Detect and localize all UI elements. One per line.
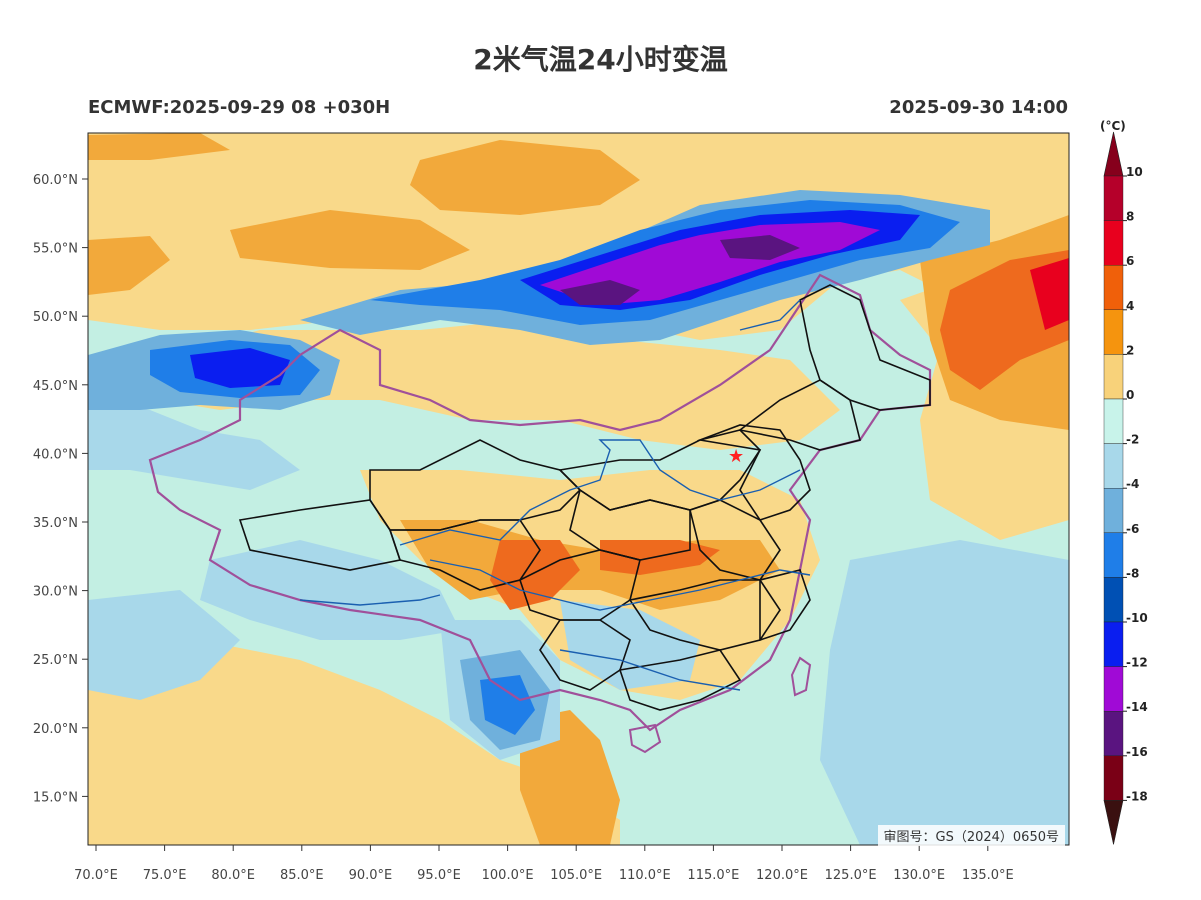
legend-tick-label: -2 (1126, 433, 1139, 447)
legend-top-arrow (1103, 131, 1124, 177)
warm-strong-core (1030, 258, 1069, 330)
legend-swatch (1103, 354, 1124, 400)
cold-extreme-core-2 (720, 235, 800, 260)
legend-swatch (1103, 398, 1124, 444)
lat-tick-label: 15.0°N (33, 790, 78, 805)
lon-tick-label: 90.0°E (349, 868, 393, 883)
lon-tick-label: 125.0°E (825, 868, 877, 883)
lon-tick-label: 95.0°E (417, 868, 461, 883)
legend-swatch (1103, 711, 1124, 757)
legend-bottom-arrow (1103, 800, 1124, 845)
cold-extreme-north (540, 222, 880, 305)
warm-mid-patch-4 (88, 236, 170, 295)
valid-time-label: 2025-09-30 14:00 (889, 97, 1068, 118)
lat-tick-label: 40.0°N (33, 447, 78, 462)
chart-title: 2米气温24小时变温 (473, 43, 728, 76)
lon-tick-label: 85.0°E (280, 868, 324, 883)
map-approval-number: 审图号：GS（2024）0650号 (877, 825, 1065, 846)
legend-tick-label: -12 (1126, 656, 1148, 670)
warm-strong-sichuan (490, 540, 580, 610)
legend-tick-label: -14 (1126, 700, 1148, 714)
legend-tick-label: 4 (1126, 299, 1134, 313)
lat-tick-label: 55.0°N (33, 242, 78, 257)
legend-tick-label: -18 (1126, 789, 1148, 803)
legend-tick-label: 2 (1126, 343, 1134, 357)
legend-tick-label: -16 (1126, 745, 1148, 759)
cold-deep-west (190, 348, 290, 388)
legend-swatch (1103, 666, 1124, 712)
legend-swatch (1103, 532, 1124, 578)
legend-tick-label: 0 (1126, 388, 1134, 402)
legend-swatch (1103, 220, 1124, 266)
cool-region-pacific (820, 540, 1069, 845)
legend-swatch (1103, 577, 1124, 623)
cold-extreme-core (560, 280, 640, 305)
rivers (299, 299, 811, 691)
cool-region-china-east (560, 600, 700, 690)
warm-mid-patch-2 (410, 140, 640, 215)
model-run-label: ECMWF:2025-09-29 08 +030H (88, 97, 391, 118)
legend-tick-label: -6 (1126, 522, 1139, 536)
lon-tick-label: 75.0°E (143, 868, 187, 883)
cool-region-xinjiang (88, 400, 300, 490)
legend-swatch (1103, 265, 1124, 311)
lon-tick-label: 130.0°E (893, 868, 945, 883)
lon-tick-label: 115.0°E (687, 868, 739, 883)
lon-tick-label: 120.0°E (756, 868, 808, 883)
legend-swatch (1103, 755, 1124, 801)
map-frame (87, 132, 1070, 846)
beijing-star-icon: ★ (728, 446, 744, 467)
legend-swatch (1103, 443, 1124, 489)
cool-region-tibet (200, 540, 460, 640)
legend-tick-label: 8 (1126, 210, 1134, 224)
legend-swatch (1103, 621, 1124, 667)
lat-tick-label: 60.0°N (33, 173, 78, 188)
color-legend: (°C) 10 8 6 4 2 0 -2 -4 -6 -8 -10 -12 -14 -16 -18 (1100, 119, 1148, 845)
cold-core-yunnan (480, 675, 535, 735)
lon-tick-label: 100.0°E (482, 868, 534, 883)
hainan-outline (628, 723, 662, 754)
lon-tick-label: 110.0°E (619, 868, 671, 883)
warm-mid-patch-1 (88, 133, 230, 160)
lat-tick-label: 50.0°N (33, 310, 78, 325)
legend-unit: (°C) (1100, 119, 1126, 133)
legend-tick-label: -10 (1126, 611, 1148, 625)
legend-tick-label: -8 (1126, 566, 1139, 580)
legend-tick-label: 10 (1126, 165, 1143, 179)
latitude-axis: 60.0°N 55.0°N 50.0°N 45.0°N 40.0°N 35.0°N 30.0… (33, 173, 88, 805)
warm-region-southwest (88, 640, 620, 845)
lon-tick-label: 135.0°E (962, 868, 1014, 883)
longitude-axis: 70.0°E 75.0°E 80.0°E 85.0°E 90.0°E 95.0°E 100.… (74, 845, 1014, 883)
cool-region-southwest (88, 590, 240, 700)
taiwan-outline (790, 656, 812, 697)
lon-tick-label: 70.0°E (74, 868, 118, 883)
legend-swatch (1103, 488, 1124, 534)
map-field (88, 133, 1069, 845)
lon-tick-label: 105.0°E (550, 868, 602, 883)
lat-tick-label: 20.0°N (33, 722, 78, 737)
lat-tick-label: 25.0°N (33, 653, 78, 668)
legend-tick-label: 6 (1126, 254, 1134, 268)
lat-tick-label: 35.0°N (33, 516, 78, 531)
warm-mid-patch-3 (230, 210, 470, 270)
legend-swatch (1103, 309, 1124, 355)
lon-tick-label: 80.0°E (211, 868, 255, 883)
lat-tick-label: 45.0°N (33, 379, 78, 394)
legend-tick-label: -4 (1126, 477, 1139, 491)
legend-swatch (1103, 175, 1124, 221)
lat-tick-label: 30.0°N (33, 585, 78, 600)
